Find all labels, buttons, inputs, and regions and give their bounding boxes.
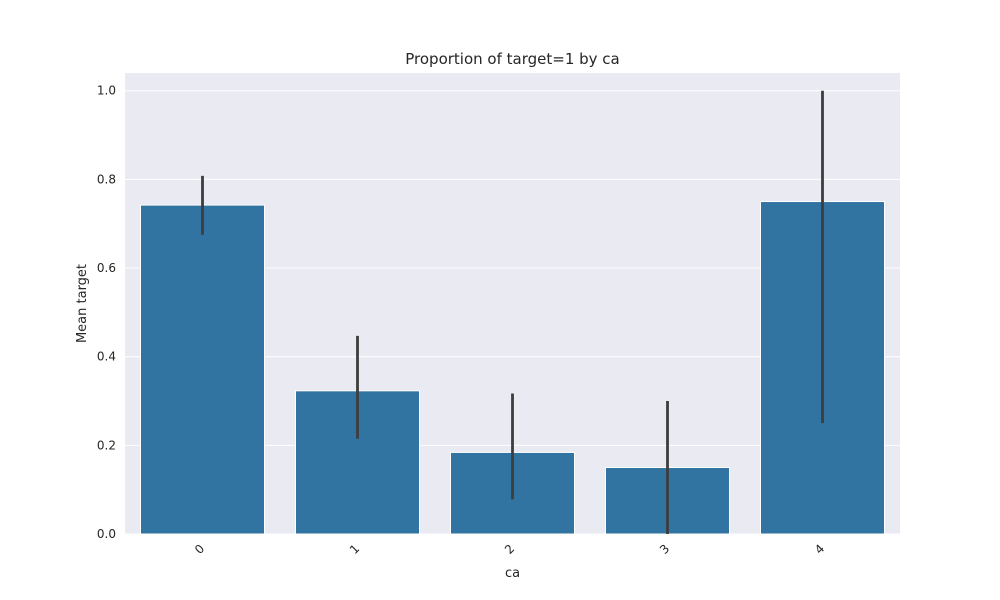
y-tick-label-0: 0.0 <box>97 527 116 541</box>
x-tick-label-0: 0 <box>192 542 207 557</box>
bar-0 <box>140 204 265 535</box>
x-axis-label: ca <box>505 566 520 581</box>
y-tick-label-4: 0.8 <box>97 172 116 186</box>
y-tick-label-1: 0.2 <box>97 438 116 452</box>
x-tick-label-2: 2 <box>502 542 517 557</box>
x-tick-labels: 0 1 2 3 4 <box>192 542 827 557</box>
error-bars <box>201 90 824 534</box>
x-tick-label-3: 3 <box>657 542 672 557</box>
y-tick-labels: 0.0 0.2 0.4 0.6 0.8 1.0 <box>97 84 116 541</box>
y-axis-label: Mean target <box>75 264 90 343</box>
chart-title: Proportion of target=1 by ca <box>405 50 619 68</box>
y-tick-label-2: 0.4 <box>97 350 116 364</box>
x-tick-label-1: 1 <box>347 542 362 557</box>
x-tick-label-4: 4 <box>812 542 827 557</box>
bars <box>140 201 885 535</box>
y-tick-label-5: 1.0 <box>97 84 116 98</box>
y-tick-label-3: 0.6 <box>97 261 116 275</box>
